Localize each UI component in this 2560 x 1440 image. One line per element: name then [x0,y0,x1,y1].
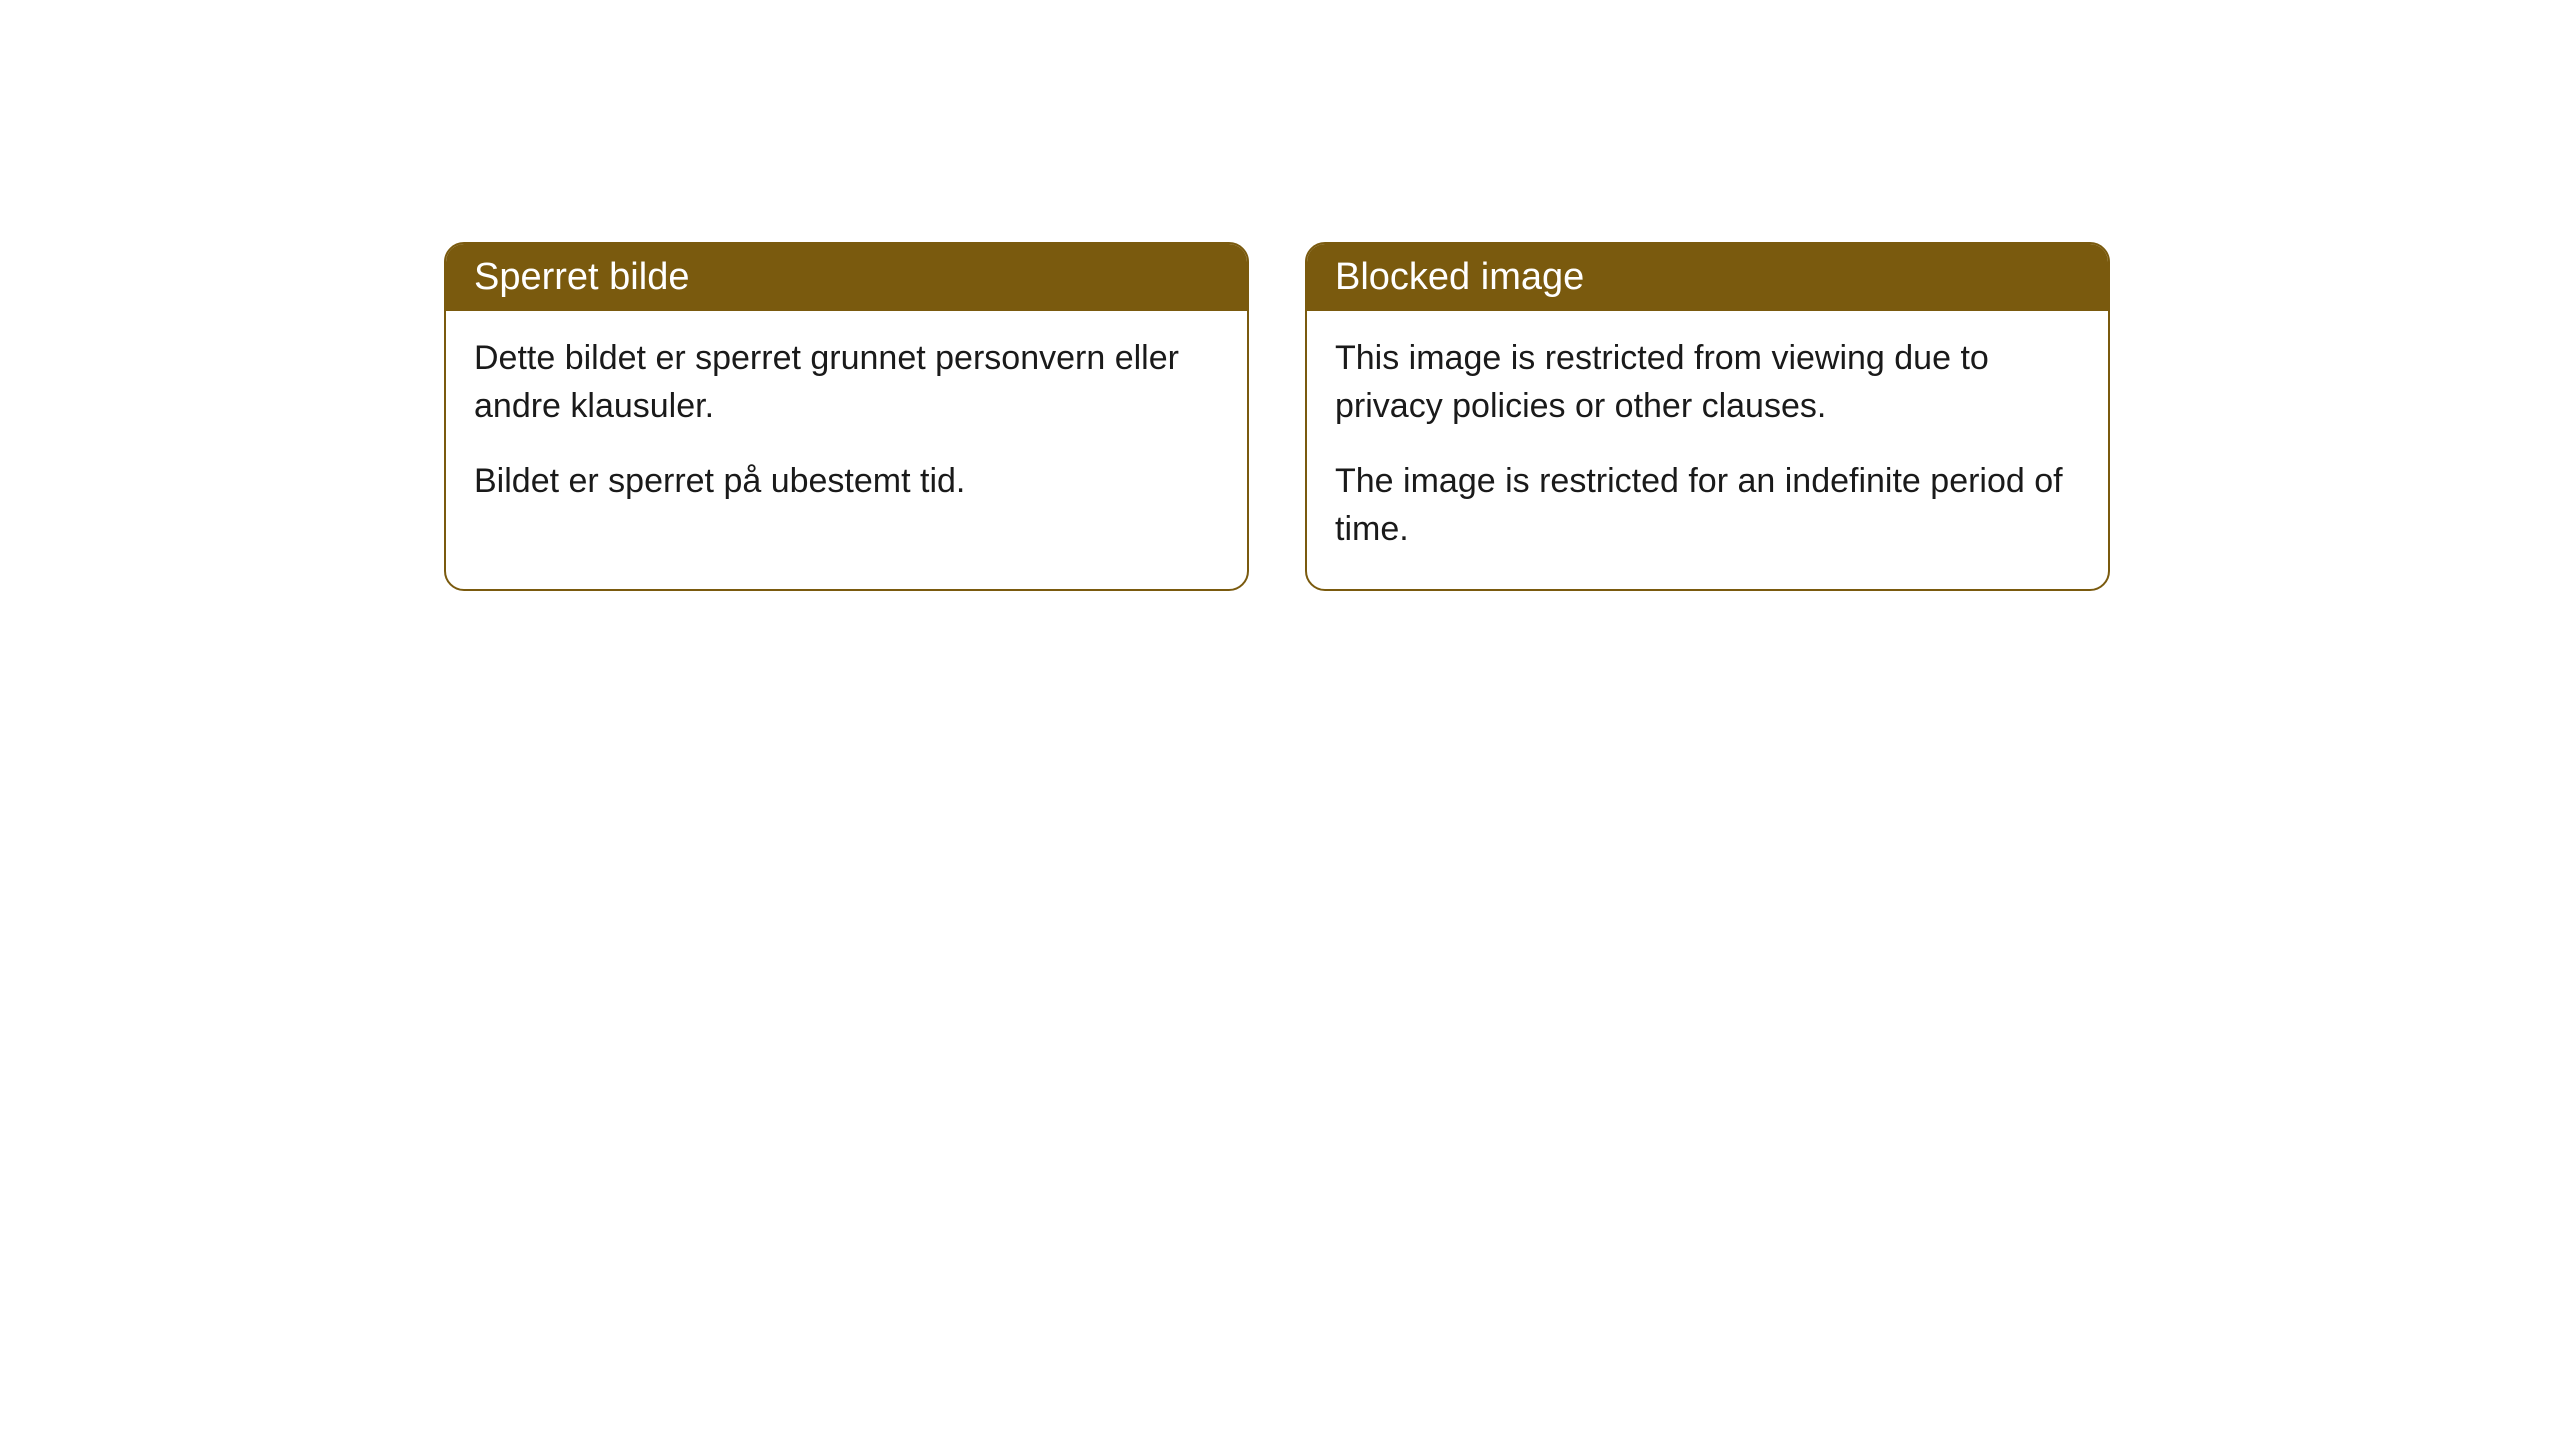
card-norwegian: Sperret bilde Dette bildet er sperret gr… [444,242,1249,591]
card-paragraph-1-norwegian: Dette bildet er sperret grunnet personve… [474,335,1219,430]
card-title-english: Blocked image [1335,256,1584,298]
card-title-norwegian: Sperret bilde [474,256,689,298]
cards-container: Sperret bilde Dette bildet er sperret gr… [444,242,2560,591]
card-body-english: This image is restricted from viewing du… [1307,311,2108,589]
card-paragraph-2-english: The image is restricted for an indefinit… [1335,458,2080,553]
card-header-norwegian: Sperret bilde [446,244,1247,311]
card-body-norwegian: Dette bildet er sperret grunnet personve… [446,311,1247,542]
card-header-english: Blocked image [1307,244,2108,311]
card-paragraph-1-english: This image is restricted from viewing du… [1335,335,2080,430]
card-english: Blocked image This image is restricted f… [1305,242,2110,591]
card-paragraph-2-norwegian: Bildet er sperret på ubestemt tid. [474,458,1219,506]
